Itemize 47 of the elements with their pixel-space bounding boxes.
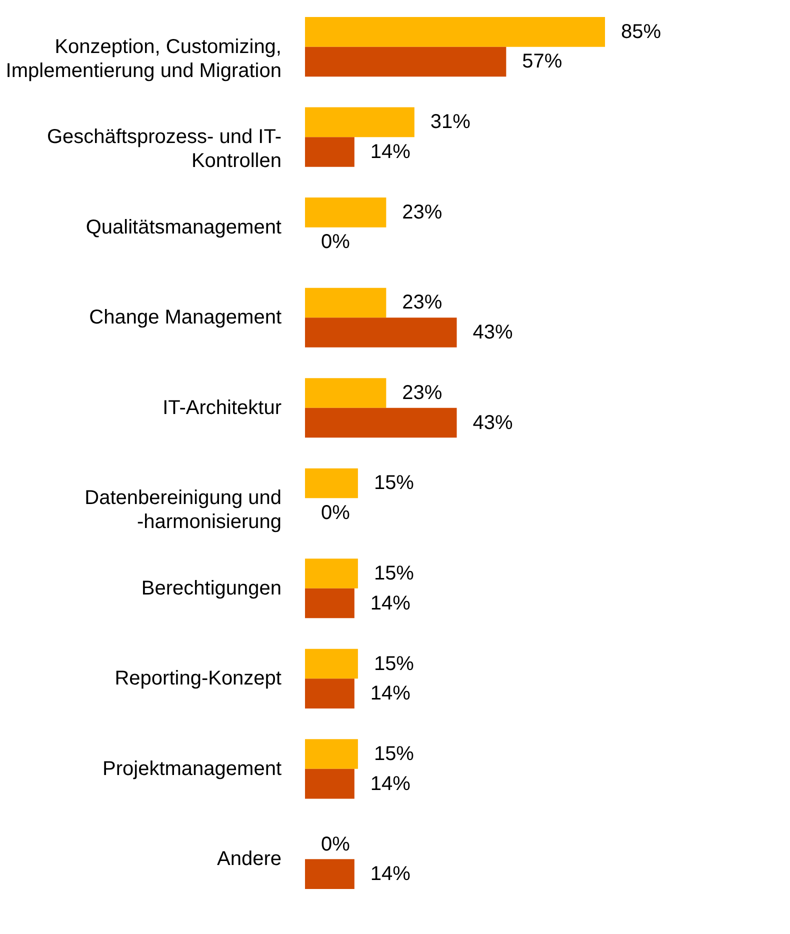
bar xyxy=(305,588,354,618)
data-label: 0% xyxy=(321,231,350,254)
y-tick-label: Andere xyxy=(217,848,282,870)
bar xyxy=(305,288,386,318)
data-label: 15% xyxy=(374,743,414,766)
y-tick-label: Datenbereinigung und -harmonisierung xyxy=(84,487,282,534)
data-label: 23% xyxy=(402,292,442,314)
data-label: 0% xyxy=(321,833,350,856)
bar xyxy=(305,198,386,228)
y-tick-label: Konzeption, Customizing, Implementierung und Migration xyxy=(6,36,282,82)
bar xyxy=(305,408,457,438)
data-label: 31% xyxy=(430,111,471,134)
data-label: 15% xyxy=(374,652,414,675)
data-label: 43% xyxy=(472,322,514,344)
data-label: 23% xyxy=(402,382,442,404)
bar xyxy=(305,648,358,679)
y-tick-label: Change Management xyxy=(89,306,282,329)
y-tick-label: Reporting-Konzept xyxy=(114,668,282,690)
data-label: 14% xyxy=(370,682,411,705)
bar xyxy=(305,859,354,889)
y-tick-label: Qualitätsmanagement xyxy=(86,216,282,238)
bar xyxy=(305,46,506,77)
bar xyxy=(305,768,354,799)
y-tick-label: Berechtigungen xyxy=(141,577,282,600)
y-tick-label: IT-Architektur xyxy=(162,396,282,419)
bar xyxy=(305,739,358,769)
y-tick-label: Projektmanagement xyxy=(102,758,282,780)
data-label: 23% xyxy=(402,201,442,224)
data-label: 14% xyxy=(370,592,411,614)
bar xyxy=(305,17,605,47)
data-label: 0% xyxy=(321,502,350,524)
data-label: 15% xyxy=(374,562,414,584)
bar xyxy=(305,318,457,348)
data-label: 57% xyxy=(522,50,562,73)
data-label: 43% xyxy=(472,412,514,434)
data-label: 14% xyxy=(370,140,411,163)
data-label: 15% xyxy=(374,472,414,494)
y-tick-label: Geschäftsprozess- und IT-Kontrollen xyxy=(46,126,282,172)
data-label: 14% xyxy=(370,863,411,886)
bar xyxy=(305,378,386,408)
bar xyxy=(305,558,358,588)
bar xyxy=(305,107,414,138)
data-label: 14% xyxy=(370,772,411,795)
data-label: 85% xyxy=(621,20,662,43)
bar xyxy=(305,468,358,498)
bar xyxy=(305,137,354,167)
bar xyxy=(305,678,354,708)
